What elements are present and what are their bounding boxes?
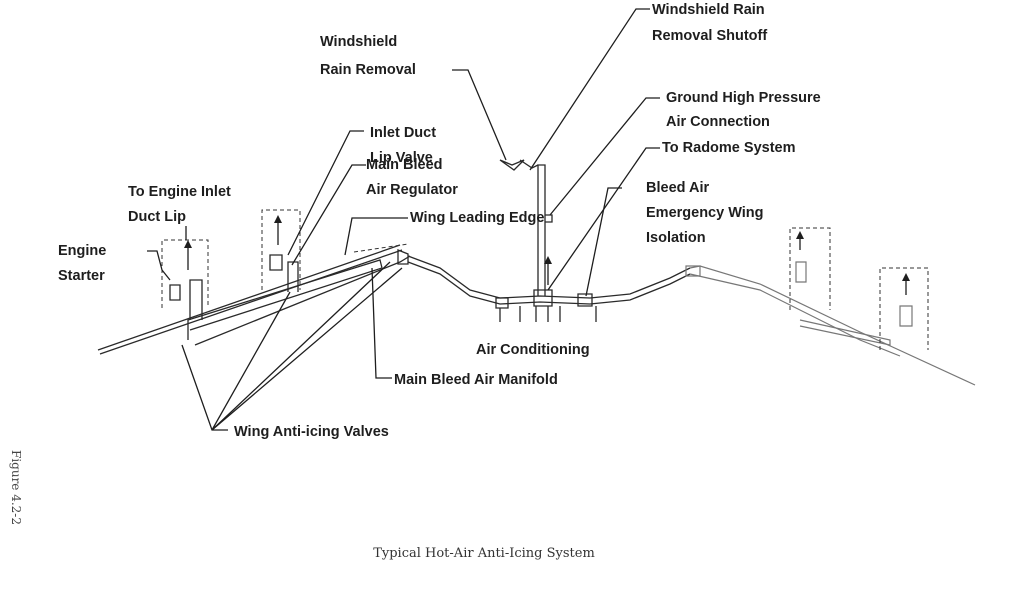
bleed-regulator-label-1: Main Bleed xyxy=(366,157,443,173)
bleed-regulator-label-2: Air Regulator xyxy=(366,182,458,198)
figure-number: Figure 4.2-2 xyxy=(9,450,23,525)
center-ducting xyxy=(407,159,691,322)
anti-icing-valves-label: Wing Anti-icing Valves xyxy=(234,424,389,440)
leading-edge-label: Wing Leading Edge xyxy=(410,210,544,226)
bleed-isolation-label-3: Isolation xyxy=(646,230,706,246)
left-wing-ducting xyxy=(97,209,411,355)
leader-lines xyxy=(147,8,660,431)
windshield-rain-removal-label-2: Rain Removal xyxy=(320,62,416,78)
radome-label: To Radome System xyxy=(662,140,796,156)
inlet-lip-valve-label-2: Lip Valve xyxy=(370,150,433,166)
ground-connection-label-2: Air Connection xyxy=(666,114,770,130)
inlet-lip-valve-label-1: Inlet Duct xyxy=(370,125,436,141)
engine-inlet-label-1: To Engine Inlet xyxy=(128,184,231,200)
windshield-shutoff-label-1: Windshield Rain xyxy=(652,2,765,18)
bleed-isolation-label-1: Bleed Air xyxy=(646,180,709,196)
right-wing-ducting xyxy=(685,227,976,386)
labels: Windshield Rain Removal Windshield Rain … xyxy=(58,2,821,440)
figure-caption: Typical Hot-Air Anti-Icing System xyxy=(373,546,595,561)
manifold-label: Main Bleed Air Manifold xyxy=(394,372,558,388)
ground-connection-label-1: Ground High Pressure xyxy=(666,90,821,106)
bleed-isolation-label-2: Emergency Wing xyxy=(646,205,764,221)
windshield-shutoff-label-2: Removal Shutoff xyxy=(652,28,767,44)
engine-starter-label-2: Starter xyxy=(58,268,105,284)
windshield-rain-removal-label-1: Windshield xyxy=(320,34,397,50)
air-conditioning-label: Air Conditioning xyxy=(476,342,590,358)
engine-inlet-label-2: Duct Lip xyxy=(128,209,186,225)
flow-arrows xyxy=(184,215,910,295)
engine-starter-label-1: Engine xyxy=(58,243,106,259)
